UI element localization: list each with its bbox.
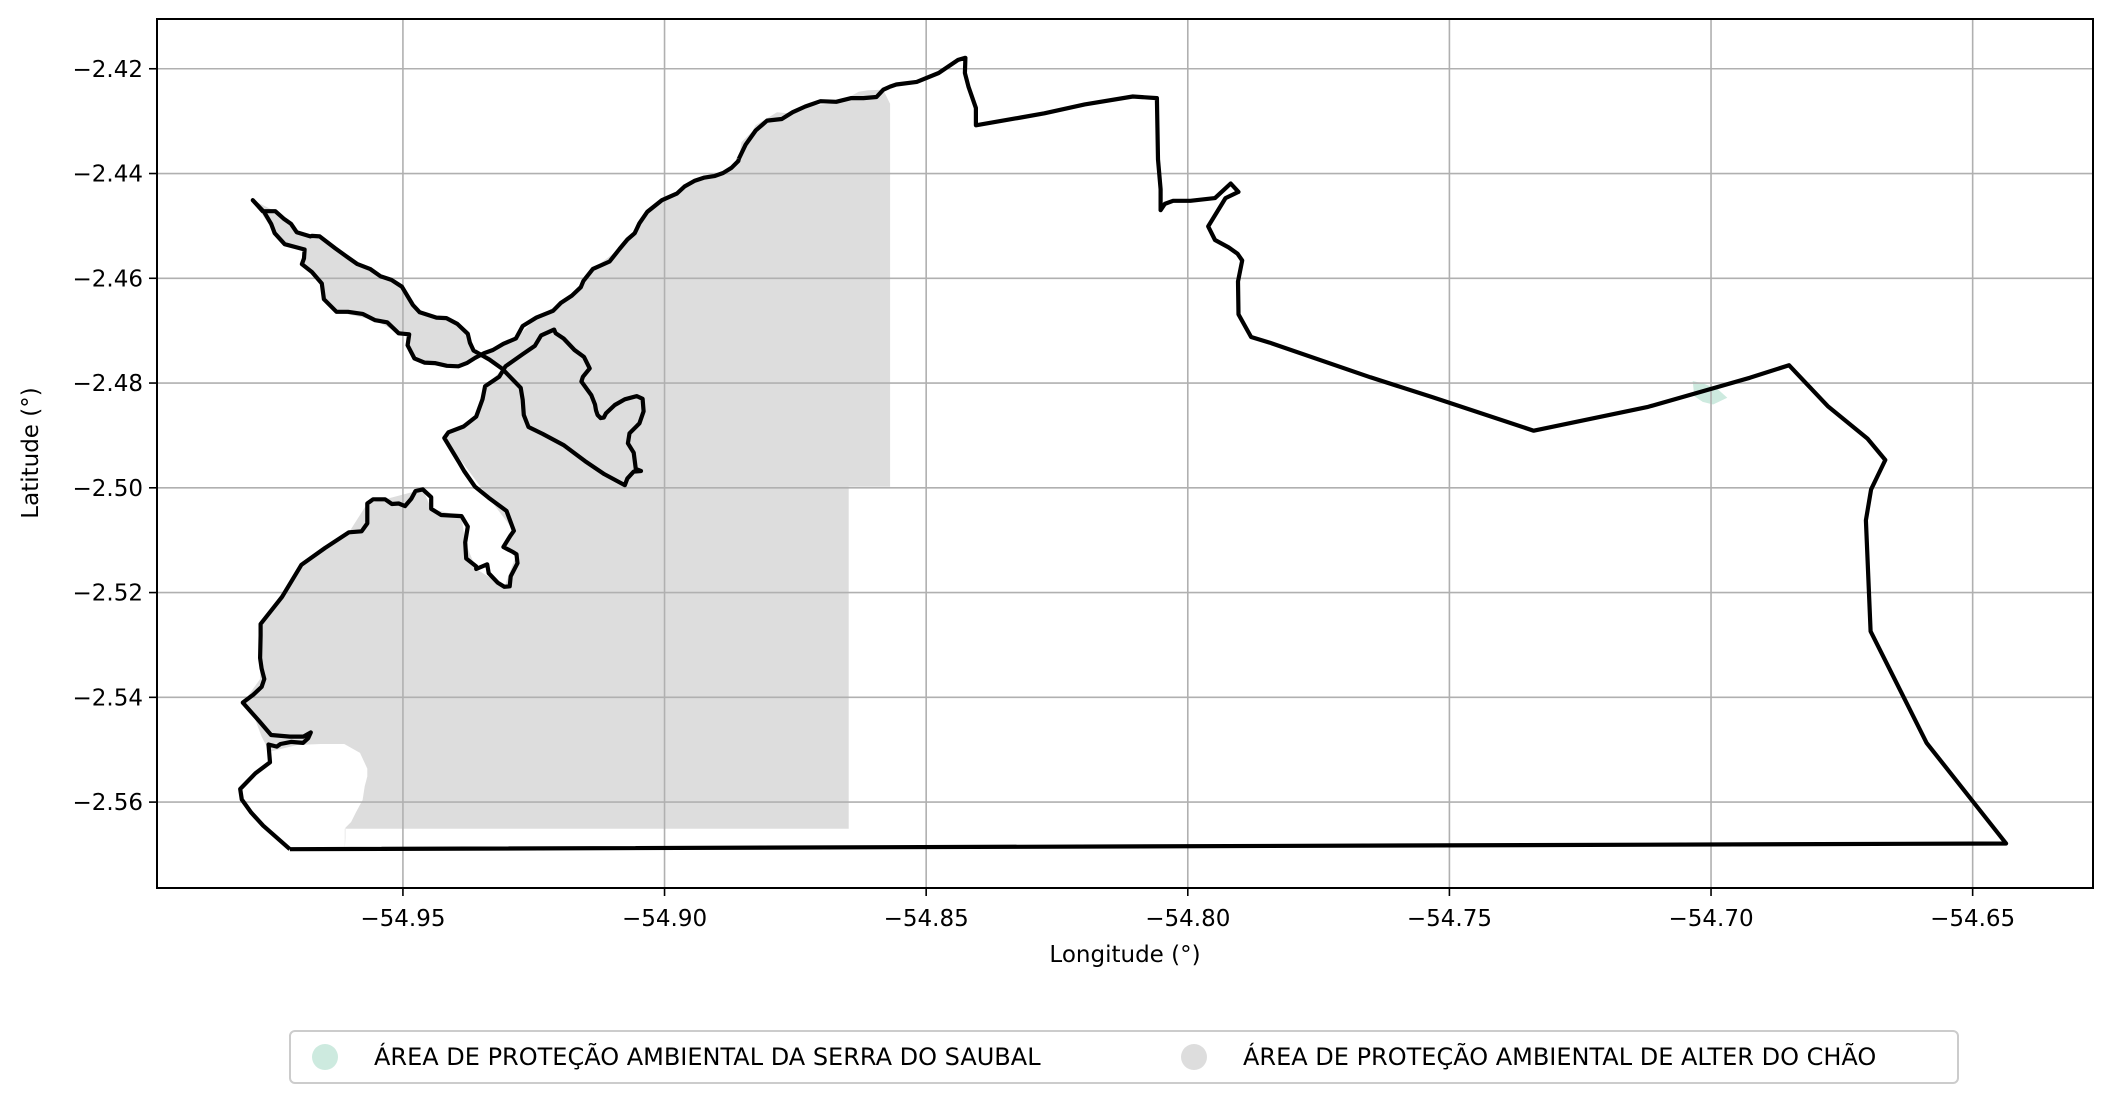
y-tick-label: −2.54 bbox=[73, 685, 143, 711]
legend-swatch-serra-do-saubal bbox=[312, 1044, 338, 1070]
plot-area bbox=[156, 18, 2094, 889]
legend-label-alter-do-chao: ÁREA DE PROTEÇÃO AMBIENTAL DE ALTER DO C… bbox=[1243, 1041, 1876, 1071]
x-tick-label: −54.90 bbox=[622, 906, 707, 932]
axis-ticks: −54.95 −54.90 −54.85 −54.80 −54.75 −54.70 −54.… bbox=[73, 57, 2016, 932]
legend: ÁREA DE PROTEÇÃO AMBIENTAL DA SERRA DO S… bbox=[289, 1030, 1959, 1084]
y-tick-label: −2.48 bbox=[73, 371, 143, 397]
protected-areas-layer bbox=[243, 89, 1728, 849]
x-axis-label: Longitude (°) bbox=[1049, 942, 1200, 968]
y-tick-label: −2.50 bbox=[73, 476, 143, 502]
x-tick-label: −54.80 bbox=[1145, 906, 1230, 932]
municipal-boundary-east bbox=[289, 55, 2009, 852]
legend-frame bbox=[289, 1030, 1959, 1084]
x-tick-label: −54.70 bbox=[1668, 906, 1753, 932]
y-tick-label: −2.44 bbox=[73, 162, 143, 188]
y-tick-label: −2.46 bbox=[73, 266, 143, 292]
legend-swatch-alter-do-chao bbox=[1181, 1044, 1207, 1070]
x-tick-label: −54.85 bbox=[884, 906, 969, 932]
legend-label-serra-do-saubal: ÁREA DE PROTEÇÃO AMBIENTAL DA SERRA DO S… bbox=[374, 1041, 1041, 1071]
x-tick-label: −54.75 bbox=[1407, 906, 1492, 932]
y-tick-label: −2.42 bbox=[73, 57, 143, 83]
y-tick-label: −2.52 bbox=[73, 581, 143, 607]
y-tick-label: −2.56 bbox=[73, 790, 143, 816]
x-tick-label: −54.65 bbox=[1930, 906, 2015, 932]
plot-frame bbox=[156, 18, 2094, 889]
alter-do-chao-protected-area bbox=[243, 89, 891, 849]
y-axis-label: Latitude (°) bbox=[18, 387, 44, 518]
municipal-boundary-layer bbox=[238, 55, 2009, 852]
gridlines bbox=[157, 19, 2093, 888]
x-tick-label: −54.95 bbox=[360, 906, 445, 932]
serra-do-saubal-protected-area bbox=[1692, 381, 1728, 405]
municipal-boundary-west bbox=[238, 158, 741, 851]
